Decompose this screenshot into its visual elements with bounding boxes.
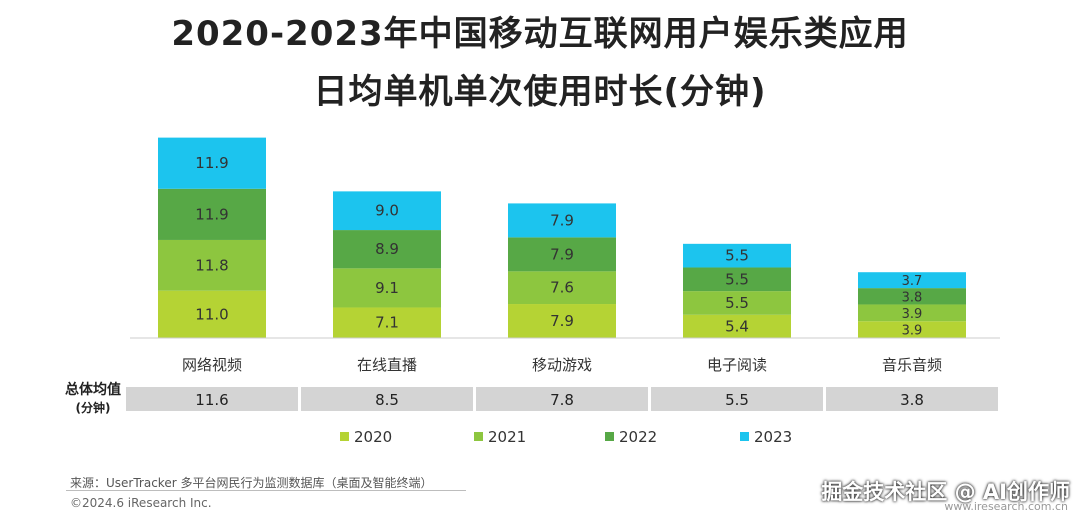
- bar-segment: [508, 304, 616, 338]
- watermark: 掘金技术社区 @ AI创作师: [821, 480, 1070, 504]
- bar-value-label: 3.7: [902, 274, 923, 289]
- bar-segment: [158, 137, 266, 189]
- category-label: 在线直播: [357, 356, 417, 374]
- category-label: 移动游戏: [532, 356, 592, 374]
- watermark-url: www.iresearch.com.cn: [944, 500, 1068, 513]
- bar-segment: [683, 314, 791, 338]
- legend-swatch: [605, 432, 614, 441]
- average-cell: [301, 387, 473, 411]
- average-unit-label: (分钟): [75, 401, 111, 415]
- legend-label: 2023: [754, 428, 792, 446]
- bar-segment: [858, 321, 966, 338]
- bar-value-label: 11.8: [195, 256, 228, 274]
- bar-segment: [158, 188, 266, 240]
- bar-value-label: 7.9: [550, 211, 574, 229]
- bar-value-label: 5.5: [725, 247, 749, 265]
- bar-segment: [508, 271, 616, 305]
- bar-value-label: 3.8: [902, 290, 923, 305]
- bar-segment: [683, 267, 791, 292]
- bar-value-label: 11.9: [195, 154, 228, 172]
- bar-value-label: 11.9: [195, 205, 228, 223]
- bar-segment: [508, 203, 616, 238]
- category-label: 电子阅读: [707, 356, 767, 374]
- average-row-label: 总体均值 (分钟): [52, 381, 134, 417]
- average-label-text: 总体均值: [65, 382, 121, 398]
- bar-value-label: 7.9: [550, 245, 574, 263]
- bar-segment: [158, 290, 266, 338]
- chart-title-line-1: 2020-2023年中国移动互联网用户娱乐类应用: [171, 14, 909, 54]
- bar-segment: [158, 239, 266, 291]
- footer-divider: [66, 490, 466, 491]
- average-value: 11.6: [195, 391, 228, 409]
- average-cell: [826, 387, 998, 411]
- bar-value-label: 11.0: [195, 305, 228, 323]
- bar-value-label: 5.5: [725, 294, 749, 312]
- bar-value-label: 9.0: [375, 202, 399, 220]
- bar-segment: [858, 288, 966, 305]
- average-cell: [651, 387, 823, 411]
- bar-segment: [508, 237, 616, 272]
- category-label: 音乐音频: [882, 356, 942, 374]
- average-cell: [476, 387, 648, 411]
- bar-segment: [683, 243, 791, 268]
- legend-swatch: [340, 432, 349, 441]
- bar-segment: [333, 230, 441, 269]
- legend-label: 2020: [354, 428, 392, 446]
- category-label: 网络视频: [182, 356, 242, 374]
- average-value: 5.5: [725, 391, 749, 409]
- bar-value-label: 7.9: [550, 312, 574, 330]
- bar-value-label: 3.9: [902, 324, 923, 339]
- legend-swatch: [740, 432, 749, 441]
- chart-title-line-2: 日均单机单次使用时长(分钟): [313, 72, 767, 112]
- bar-value-label: 7.1: [375, 314, 399, 332]
- legend-label: 2021: [488, 428, 526, 446]
- bar-segment: [333, 307, 441, 338]
- average-cell: [126, 387, 298, 411]
- bar-value-label: 7.6: [550, 279, 574, 297]
- bar-value-label: 5.5: [725, 270, 749, 288]
- legend-swatch: [474, 432, 483, 441]
- average-value: 8.5: [375, 391, 399, 409]
- bar-segment: [858, 272, 966, 289]
- bar-value-label: 5.4: [725, 317, 749, 335]
- source-note: 来源：UserTracker 多平台网民行为监测数据库（桌面及智能终端）: [70, 476, 433, 490]
- legend-label: 2022: [619, 428, 657, 446]
- bar-value-label: 8.9: [375, 240, 399, 258]
- copyright-note: ©2024.6 iResearch Inc.: [70, 496, 212, 510]
- average-value: 7.8: [550, 391, 574, 409]
- bar-value-label: 9.1: [375, 279, 399, 297]
- average-value: 3.8: [900, 391, 924, 409]
- bar-segment: [333, 191, 441, 231]
- bar-segment: [333, 268, 441, 308]
- bar-segment: [858, 304, 966, 322]
- bar-value-label: 3.9: [902, 307, 923, 322]
- bar-segment: [683, 291, 791, 315]
